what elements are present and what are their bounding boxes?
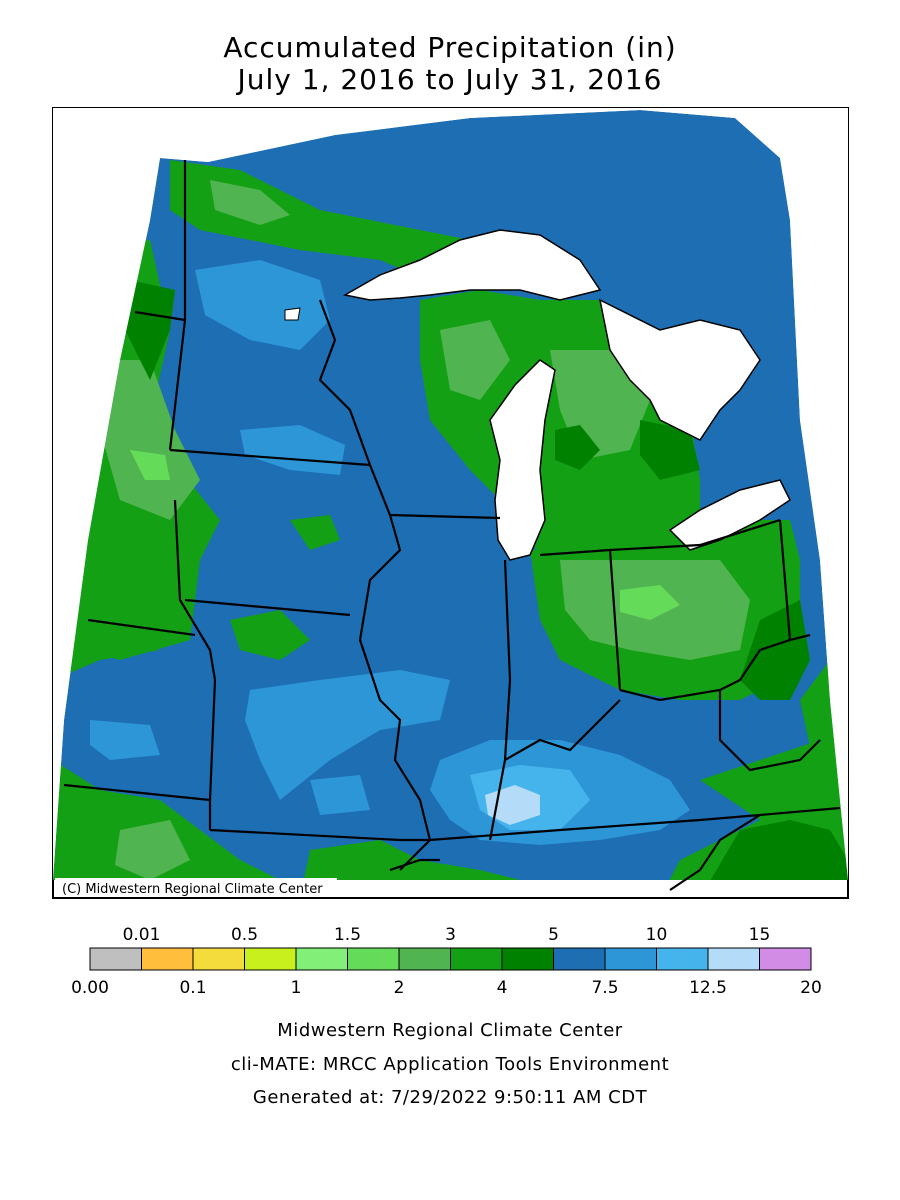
map-title: Accumulated Precipitation (in)	[223, 31, 677, 64]
legend-swatch	[347, 947, 400, 971]
legend-top-label: 5	[548, 925, 559, 945]
credit-organization: Midwestern Regional Climate Center	[277, 1020, 623, 1041]
legend-swatch	[707, 947, 760, 971]
legend-bottom-label: 4	[497, 978, 508, 998]
legend-top-label: 0.5	[231, 925, 258, 945]
state-borders	[63, 160, 841, 891]
map-subtitle: July 1, 2016 to July 31, 2016	[237, 63, 663, 96]
legend-bottom-label: 12.5	[689, 978, 727, 998]
legend-bottom-label: 1	[291, 978, 302, 998]
legend-swatch	[656, 947, 709, 971]
credit-application: cli-MATE: MRCC Application Tools Environ…	[230, 1054, 670, 1075]
legend-swatch	[244, 947, 297, 971]
legend-swatch	[141, 947, 194, 971]
legend-swatch	[295, 947, 348, 971]
legend-swatch	[759, 947, 812, 971]
legend-swatch	[501, 947, 554, 971]
legend-bottom-labels: 0.00 0.1 1 2 4 7.5 12.5 20	[71, 978, 822, 998]
legend-swatches	[89, 947, 812, 971]
legend-bottom-label: 7.5	[591, 978, 618, 998]
legend-swatch	[89, 947, 142, 971]
legend-top-label: 3	[445, 925, 456, 945]
legend-top-label: 10	[646, 925, 668, 945]
outside-domain-area	[53, 108, 848, 880]
legend-bottom-label: 20	[800, 978, 822, 998]
map-copyright: (C) Midwestern Regional Climate Center	[62, 882, 323, 897]
legend-swatch	[553, 947, 606, 971]
legend-top-label: 1.5	[334, 925, 361, 945]
legend-bottom-label: 2	[394, 978, 405, 998]
legend-top-labels: 0.01 0.5 1.5 3 5 10 15	[123, 925, 771, 945]
legend-bottom-label: 0.00	[71, 978, 109, 998]
legend-swatch	[450, 947, 503, 971]
legend-top-label: 15	[749, 925, 771, 945]
credit-generated: Generated at: 7/29/2022 9:50:11 AM CDT	[252, 1087, 648, 1108]
legend-swatch	[398, 947, 451, 971]
legend-swatch	[192, 947, 245, 971]
legend-bottom-label: 0.1	[179, 978, 206, 998]
legend-top-label: 0.01	[123, 925, 161, 945]
legend-swatch	[604, 947, 657, 971]
